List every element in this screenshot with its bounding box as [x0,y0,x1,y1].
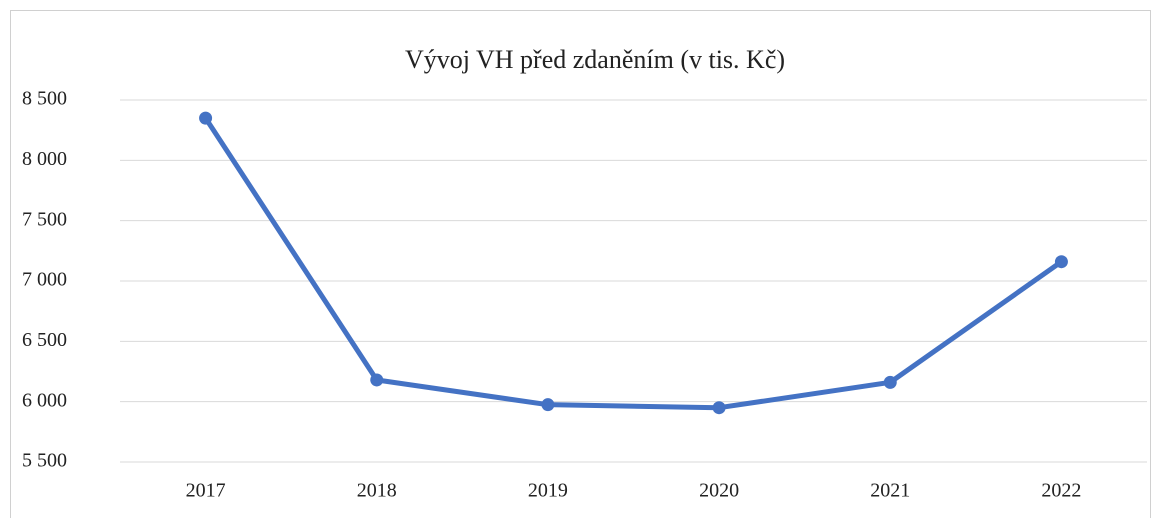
chart-frame [10,10,1151,518]
marker [712,401,726,415]
y-tick-label: 7 000 [22,269,67,291]
chart-title: Vývoj VH před zdaněním (v tis. Kč) [405,45,785,74]
y-tick-label: 6 500 [22,329,67,351]
y-tick-label: 5 500 [22,450,67,472]
y-tick-label: 8 000 [22,148,67,170]
x-tick-label: 2020 [699,480,739,502]
x-tick-label: 2021 [870,480,910,502]
y-tick-label: 8 500 [22,88,67,110]
marker [370,373,384,387]
x-tick-label: 2018 [357,480,397,502]
line [203,116,1063,411]
x-tick-label: 2022 [1041,480,1081,502]
marker [1054,255,1068,269]
marker [199,111,213,125]
x-tick-label: 2019 [528,480,568,502]
marker [883,375,897,389]
x-tick-label: 2017 [186,480,226,502]
y-tick-label: 7 500 [22,208,67,230]
marker [541,398,555,412]
y-tick-label: 6 000 [22,389,67,411]
